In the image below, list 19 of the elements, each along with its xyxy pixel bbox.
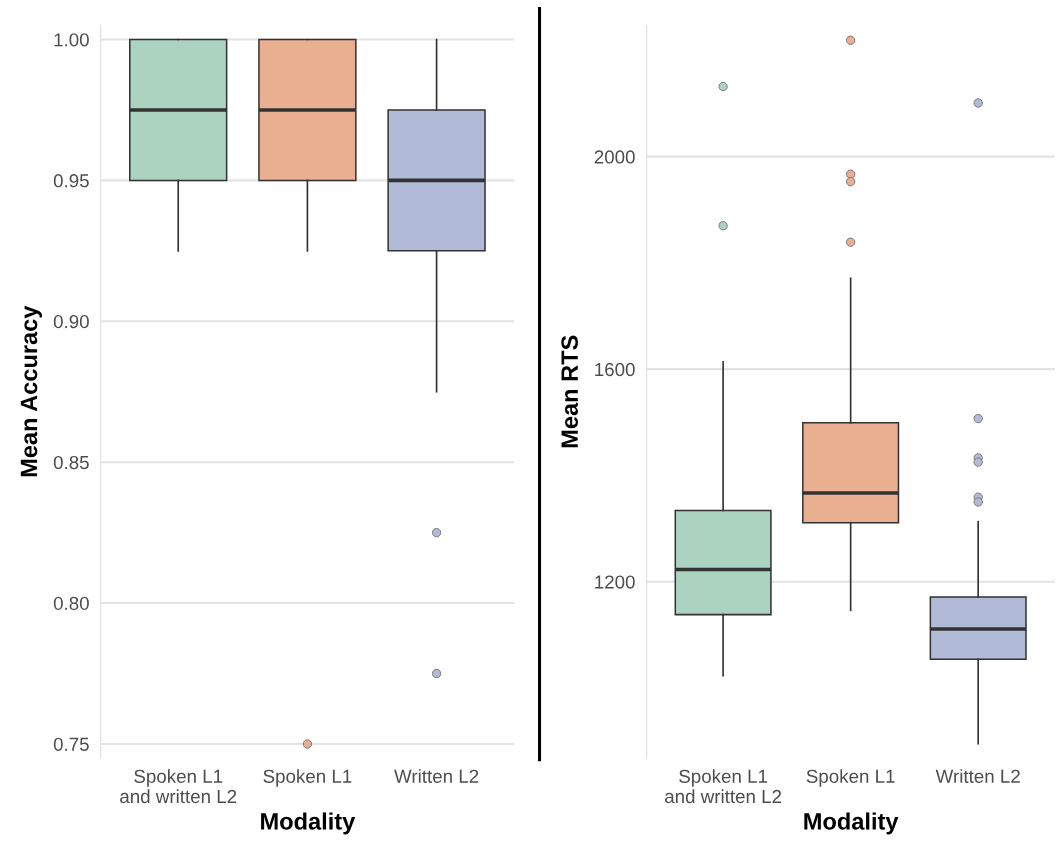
y-axis-title: Mean RTS: [561, 335, 578, 448]
y-tick-label: 0.75: [53, 737, 89, 751]
x-axis-title: Modality: [261, 812, 356, 835]
y-tick-label: 0.90: [53, 314, 89, 329]
x-tick-label: Written L2: [394, 769, 479, 783]
x-axis-title: Modality: [804, 812, 899, 835]
x-tick-label: Spoken L1 and written L2: [120, 769, 237, 804]
y-tick-label: 0.80: [53, 596, 89, 611]
y-tick-label: 0.85: [53, 455, 89, 470]
x-tick-label: Spoken L1: [806, 769, 895, 787]
x-tick-label: Spoken L1 and written L2: [665, 769, 782, 804]
y-tick-label: 1200: [595, 575, 635, 589]
y-tick-label: 1600: [595, 362, 635, 377]
x-tick-label: Written L2: [935, 769, 1020, 783]
y-axis-title: Mean Accuracy: [20, 305, 42, 477]
y-tick-label: 1.00: [54, 33, 89, 47]
y-tick-label: 0.95: [53, 174, 89, 188]
x-tick-label: Spoken L1: [263, 769, 352, 787]
y-tick-label: 2000: [594, 150, 635, 164]
